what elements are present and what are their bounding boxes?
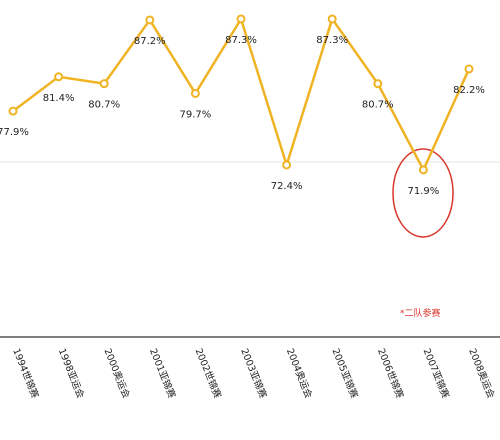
point: [282, 160, 292, 170]
point: [8, 106, 18, 116]
x-tick-label: 1994世锦赛: [10, 347, 41, 401]
x-tick-label: 2000奥运会: [101, 347, 132, 401]
point: [54, 72, 64, 82]
value-label: 82.2%: [453, 85, 485, 96]
x-tick-label: 2008奥运会: [466, 347, 497, 401]
x-tick-label: 2006世锦赛: [375, 347, 406, 401]
value-label: 87.3%: [225, 35, 257, 46]
x-tick-label: 2002世锦赛: [193, 347, 224, 401]
value-label: 71.9%: [408, 186, 440, 197]
x-tick-label: 2001亚锦赛: [147, 347, 178, 401]
x-tick-label: 2003亚锦赛: [238, 347, 269, 401]
x-tick-label: 1998亚运会: [56, 347, 87, 401]
point: [373, 79, 383, 89]
point: [236, 14, 246, 24]
annotation: *二队参赛: [400, 307, 441, 319]
value-label: 79.7%: [180, 109, 212, 120]
point: [190, 88, 200, 98]
point: [99, 79, 109, 89]
point: [327, 14, 337, 24]
value-label: 80.7%: [88, 100, 120, 111]
value-label: 87.3%: [316, 35, 348, 46]
point: [418, 165, 428, 175]
x-tick-label: 2005亚锦赛: [329, 347, 360, 401]
value-label: 81.4%: [43, 93, 75, 104]
point: [145, 15, 155, 25]
value-label: 72.4%: [271, 181, 303, 192]
value-label: 80.7%: [362, 100, 394, 111]
x-tick-label: 2004奥运会: [284, 347, 315, 401]
value-label: 77.9%: [0, 127, 29, 138]
highlight-circle: [392, 148, 454, 238]
x-tick-label: 2007亚锦赛: [421, 347, 452, 401]
value-label: 87.2%: [134, 36, 166, 47]
point: [464, 64, 474, 74]
